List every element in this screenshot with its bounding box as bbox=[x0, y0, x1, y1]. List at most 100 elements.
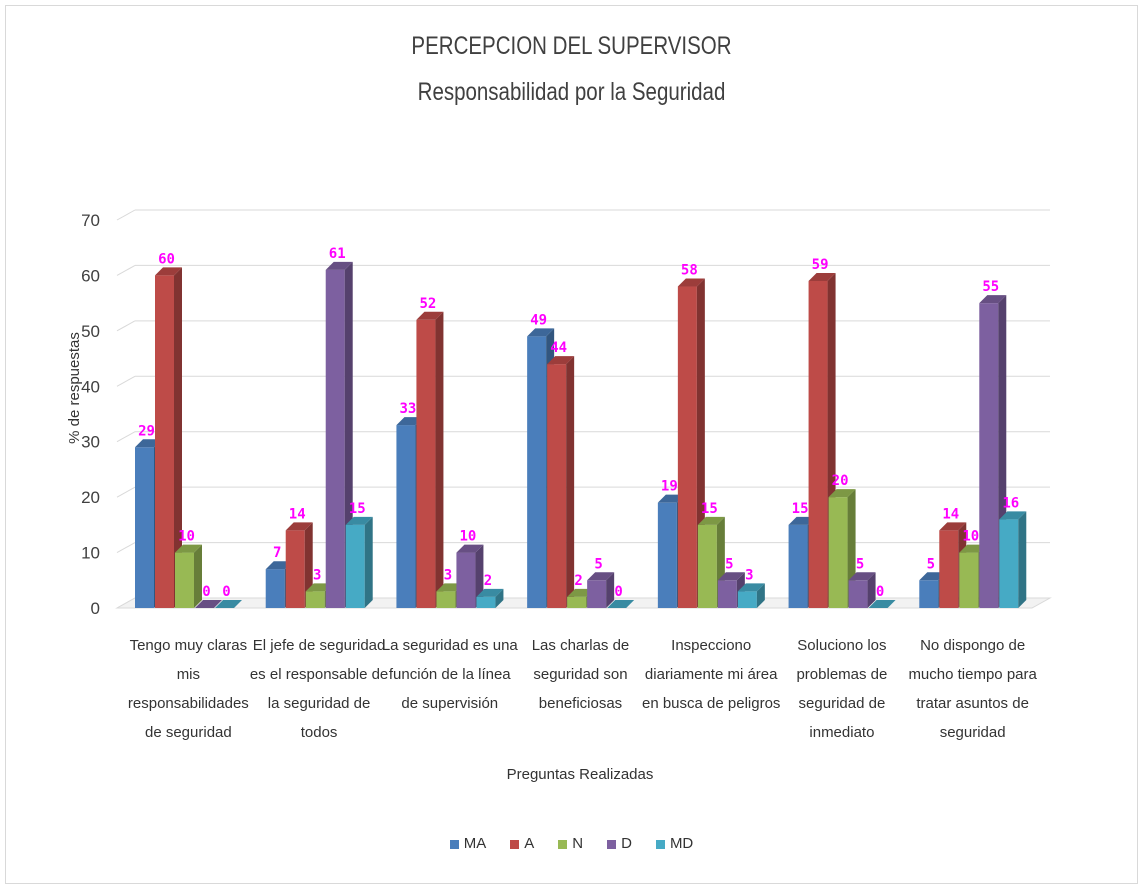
data-label: 10 bbox=[459, 529, 476, 545]
chart-subtitle: Responsabilidad por la Seguridad bbox=[417, 78, 726, 106]
bar-top bbox=[285, 522, 313, 531]
legend-item: D bbox=[607, 835, 632, 852]
data-label: 3 bbox=[745, 567, 753, 583]
data-label: 0 bbox=[202, 584, 210, 600]
bar-top bbox=[868, 600, 896, 608]
bar-top bbox=[677, 278, 705, 287]
bar-front bbox=[175, 552, 194, 608]
x-category-label: No dispongo de mucho tiempo para tratar as… bbox=[908, 637, 1037, 741]
bar-side bbox=[435, 311, 444, 608]
legend-label: MD bbox=[669, 835, 694, 852]
legend-label: D bbox=[621, 835, 632, 852]
x-category-label: Inspecciono diariamente mi área en busca d… bbox=[642, 637, 780, 712]
bar-front bbox=[828, 497, 848, 608]
gridline-depth bbox=[116, 375, 136, 387]
bar-side bbox=[756, 583, 765, 608]
bar-front bbox=[717, 580, 737, 608]
bar-front bbox=[155, 275, 174, 608]
chart-legend: MA A N D MD bbox=[0, 835, 1143, 852]
bar-side bbox=[606, 572, 615, 608]
bar-front bbox=[285, 530, 305, 608]
data-label: 2 bbox=[574, 573, 582, 589]
y-tick-label: 70 bbox=[81, 211, 100, 230]
bar-front bbox=[265, 569, 285, 608]
bar-top bbox=[345, 516, 373, 525]
data-label: 15 bbox=[792, 501, 809, 517]
data-label: 59 bbox=[812, 257, 829, 273]
y-tick-label: 40 bbox=[81, 377, 100, 396]
bar-front bbox=[959, 552, 979, 608]
bar-front bbox=[587, 580, 607, 608]
bar-side bbox=[566, 356, 575, 608]
data-label: 16 bbox=[1002, 495, 1019, 511]
bar-front bbox=[808, 280, 828, 608]
bar-front bbox=[979, 303, 999, 608]
x-category-label: El jefe de seguridad es el responsable de… bbox=[250, 637, 388, 741]
data-label: 44 bbox=[550, 340, 567, 356]
bar-top bbox=[587, 572, 615, 581]
x-category-label: Las charlas de seguridad son beneficiosas bbox=[532, 637, 630, 712]
data-label: 58 bbox=[681, 263, 698, 279]
x-category-label: Tengo muy claras mis responsabilidades de s… bbox=[128, 637, 249, 741]
data-label: 10 bbox=[178, 529, 195, 545]
data-label: 14 bbox=[289, 506, 306, 522]
data-label: 55 bbox=[982, 279, 999, 295]
bar-top bbox=[195, 600, 222, 608]
data-label: 20 bbox=[832, 473, 849, 489]
bar-front bbox=[325, 269, 345, 608]
y-tick-label: 60 bbox=[81, 266, 100, 285]
bar-front bbox=[135, 447, 154, 608]
bar-front bbox=[416, 319, 436, 608]
bar-front bbox=[737, 591, 757, 608]
bar-front bbox=[697, 524, 717, 608]
bar-top bbox=[737, 583, 765, 592]
bar-top bbox=[325, 261, 353, 270]
y-tick-label: 30 bbox=[81, 433, 100, 452]
y-axis-title: % de respuestas bbox=[66, 332, 83, 444]
gridline-depth bbox=[116, 486, 136, 498]
bar-side bbox=[495, 588, 504, 608]
data-label: 3 bbox=[444, 567, 452, 583]
data-label: 29 bbox=[138, 423, 155, 439]
data-label: 5 bbox=[856, 556, 864, 572]
bar-front bbox=[345, 524, 365, 608]
bar-side bbox=[364, 516, 373, 608]
data-label: 15 bbox=[701, 501, 718, 517]
data-label: 10 bbox=[962, 529, 979, 545]
bar-top bbox=[416, 311, 444, 320]
bar-front bbox=[396, 425, 416, 608]
bar-front bbox=[657, 502, 677, 608]
bar-front bbox=[919, 580, 939, 608]
data-label: 5 bbox=[594, 556, 602, 572]
x-category-label: La seguridad es una función de la línea de… bbox=[382, 637, 519, 712]
bar-front bbox=[788, 524, 808, 608]
bar-top bbox=[828, 489, 856, 498]
data-label: 0 bbox=[222, 584, 230, 600]
y-tick-label: 50 bbox=[81, 322, 100, 341]
bar-top bbox=[697, 516, 725, 525]
data-label: 5 bbox=[927, 556, 935, 572]
y-tick-label: 0 bbox=[91, 599, 100, 618]
legend-swatch bbox=[655, 839, 665, 849]
bar-side bbox=[174, 267, 182, 608]
gridline-depth bbox=[116, 320, 136, 332]
legend-swatch bbox=[449, 839, 459, 849]
data-label: 60 bbox=[158, 251, 175, 267]
bar-top bbox=[979, 295, 1007, 304]
legend-swatch bbox=[607, 839, 617, 849]
bar-top bbox=[848, 572, 876, 581]
bar-front bbox=[305, 591, 325, 608]
bar-top bbox=[717, 572, 745, 581]
bar-top bbox=[527, 328, 555, 337]
bar-front bbox=[939, 530, 959, 608]
y-tick-label: 10 bbox=[81, 544, 100, 563]
bar-front bbox=[456, 552, 476, 608]
bar-top bbox=[155, 267, 182, 276]
bar-front bbox=[999, 519, 1019, 608]
bar-top bbox=[215, 600, 242, 608]
gridline-depth bbox=[116, 542, 136, 554]
legend-label: MA bbox=[463, 835, 487, 852]
bar-top bbox=[939, 522, 967, 531]
gridline-depth bbox=[116, 264, 136, 276]
